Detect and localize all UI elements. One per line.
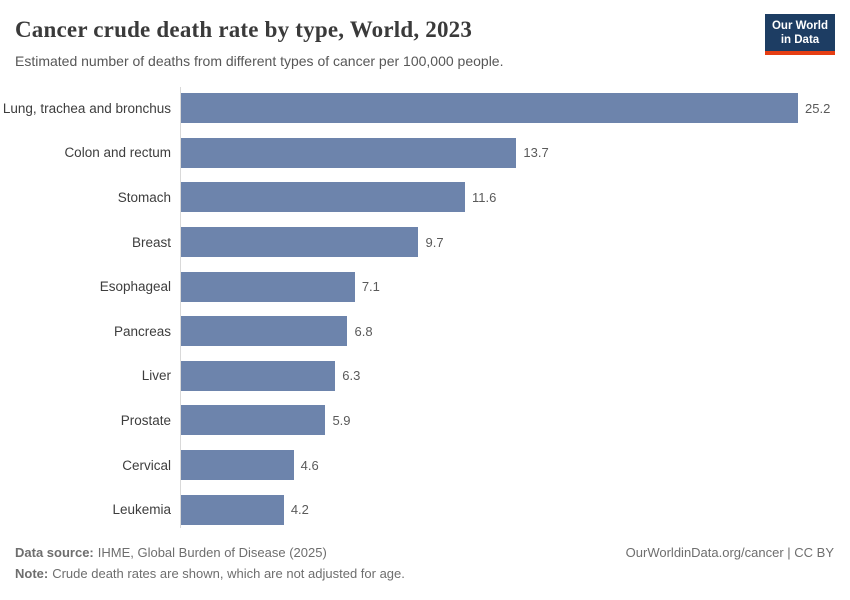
bar-row: Colon and rectum 13.7 [0,131,850,176]
category-label: Pancreas [113,323,171,339]
bar[interactable] [181,405,326,436]
value-label: 5.9 [332,412,351,428]
owid-logo-line2: in Data [780,34,820,46]
owid-logo-line1: Our World [771,20,828,32]
bar-row: Lung, trachea and bronchus 25.2 [0,86,850,131]
bar-row: Breast 9.7 [0,220,850,265]
bar-zone: 7.1 [180,271,850,302]
value-label: 4.6 [300,457,319,473]
bar-row: Esophageal 7.1 [0,264,850,309]
bar[interactable] [181,137,517,168]
bar-row: Stomach 11.6 [0,175,850,220]
category-label: Breast [131,234,171,250]
category-label: Prostate [120,412,171,428]
bar[interactable] [181,227,419,258]
value-label: 25.2 [805,100,831,116]
value-label: 4.2 [290,502,309,518]
bar-chart: Lung, trachea and bronchus 25.2 Colon and … [0,86,850,533]
bar-row: Leukemia 4.2 [0,487,850,532]
bar-zone: 6.3 [180,360,850,391]
bar-zone: 4.6 [180,450,850,481]
bar[interactable] [181,93,798,124]
bar[interactable] [181,182,466,213]
category-label: Stomach [117,189,171,205]
value-label: 13.7 [523,145,549,161]
bar-zone: 25.2 [180,93,850,124]
bar-zone: 4.2 [180,494,850,525]
value-label: 9.7 [425,234,444,250]
bar[interactable] [181,316,348,347]
chart-header: Cancer crude death rate by type, World, … [15,17,750,69]
value-label: 6.3 [342,368,361,384]
license-link[interactable]: OurWorldinData.org/cancer | CC BY [625,545,834,560]
bar-zone: 5.9 [180,405,850,436]
bar-zone: 13.7 [180,137,850,168]
bar[interactable] [181,494,284,525]
note-line: Note: Crude death rates are shown, which … [15,563,405,584]
value-label: 7.1 [361,279,380,295]
bar-row: Prostate 5.9 [0,398,850,443]
category-label: Cervical [122,457,171,473]
note-label: Note: [15,566,49,581]
bar-row: Cervical 4.6 [0,443,850,488]
footer-left: Data source: IHME, Global Burden of Disea… [15,542,405,584]
bar[interactable] [181,450,294,481]
bar-zone: 11.6 [180,182,850,213]
bar-row: Liver 6.3 [0,354,850,399]
chart-footer: Data source: IHME, Global Burden of Disea… [15,542,834,584]
value-label: 6.8 [354,323,373,339]
category-label: Esophageal [99,279,171,295]
owid-logo[interactable]: Our World in Data [765,14,835,55]
category-label: Colon and rectum [64,145,171,161]
category-label: Liver [141,368,171,384]
y-axis-line [180,87,181,528]
data-source-text: IHME, Global Burden of Disease (2025) [97,545,327,560]
data-source-label: Data source: [15,545,94,560]
bar-row: Pancreas 6.8 [0,309,850,354]
chart-title: Cancer crude death rate by type, World, … [15,17,473,42]
bar-zone: 9.7 [180,227,850,258]
bar-zone: 6.8 [180,316,850,347]
bar[interactable] [181,360,336,391]
chart-subtitle: Estimated number of deaths from differen… [15,53,504,69]
value-label: 11.6 [472,189,497,205]
note-text: Crude death rates are shown, which are n… [52,566,405,581]
data-source-line: Data source: IHME, Global Burden of Disea… [15,542,405,563]
category-label: Leukemia [112,502,171,518]
bar-rows-container: Lung, trachea and bronchus 25.2 Colon and … [0,86,850,532]
category-label: Lung, trachea and bronchus [2,100,171,116]
bar[interactable] [181,271,355,302]
